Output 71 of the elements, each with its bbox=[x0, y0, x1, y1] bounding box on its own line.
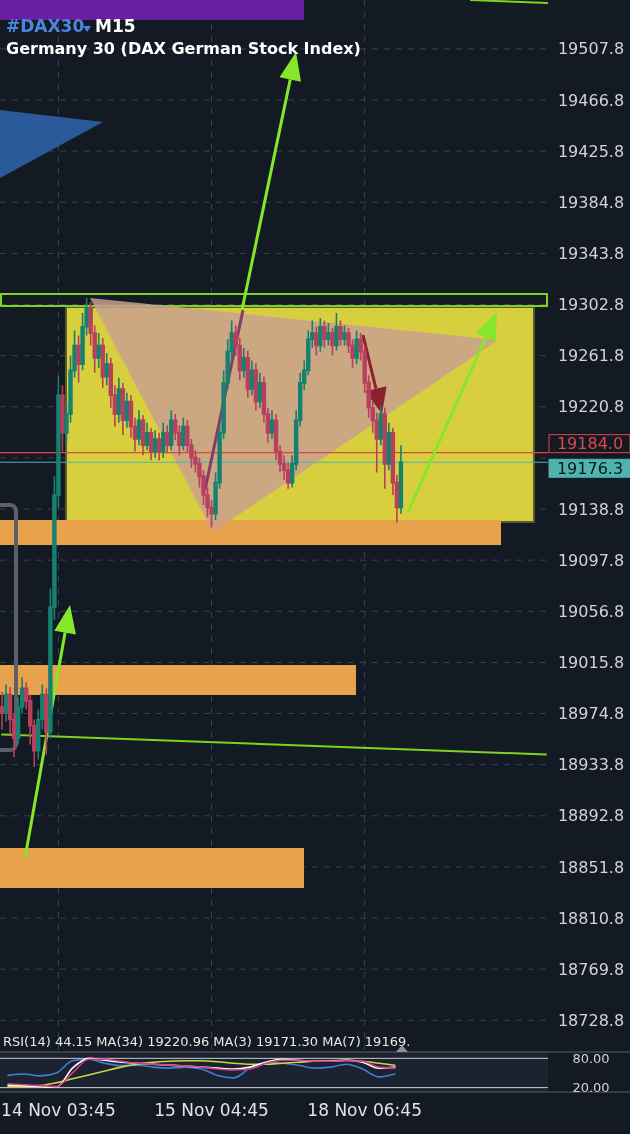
y-tick-label: 18769.8 bbox=[557, 959, 625, 979]
candlestick bbox=[386, 421, 392, 471]
y-tick-label: 19056.8 bbox=[557, 601, 625, 621]
y-tick-label: 18851.8 bbox=[557, 857, 625, 877]
candlestick bbox=[124, 392, 130, 429]
candlestick bbox=[245, 349, 251, 399]
candlestick bbox=[148, 426, 154, 461]
y-tick-label: 19138.8 bbox=[557, 499, 625, 519]
candlestick bbox=[354, 329, 359, 365]
y-tick-label: 19015.8 bbox=[557, 653, 625, 673]
y-tick-label: 19343.8 bbox=[557, 244, 625, 263]
candlestick bbox=[140, 414, 146, 456]
text: Germany 30 (DAX German Stock Index) bbox=[6, 39, 361, 58]
candlestick bbox=[44, 687, 49, 756]
candlestick bbox=[76, 334, 81, 384]
candlestick bbox=[338, 319, 343, 347]
candlestick bbox=[382, 406, 388, 490]
y-tick-label: 20.00 bbox=[572, 1080, 610, 1096]
candlestick bbox=[136, 409, 142, 446]
candlestick bbox=[116, 377, 122, 424]
text: #DAX30 bbox=[6, 16, 85, 36]
annotation: RSI(14) 44.15 MA(34) 19220.96 MA(3) 19171.30 MA(7) 19169. bbox=[3, 1034, 411, 1049]
candlestick bbox=[253, 362, 259, 412]
candlestick bbox=[322, 319, 327, 349]
candlestick bbox=[160, 421, 166, 459]
candlestick bbox=[0, 691, 5, 731]
x-tick-label: 18 Nov 06:45 bbox=[307, 1099, 422, 1120]
x-tick-label: 14 Nov 03:45 bbox=[1, 1099, 116, 1120]
ref-line-label: 19176.3 bbox=[556, 458, 624, 478]
y-tick-label: 18810.8 bbox=[557, 908, 625, 928]
candlestick bbox=[318, 317, 323, 353]
candlestick bbox=[104, 352, 109, 387]
candlestick bbox=[378, 404, 383, 446]
y-tick-label: 18892.8 bbox=[557, 806, 625, 826]
y-tick-label: 18728.8 bbox=[557, 1010, 625, 1030]
candlestick bbox=[120, 382, 126, 437]
x-tick-label: 15 Nov 04:45 bbox=[154, 1099, 269, 1120]
candlestick bbox=[169, 409, 174, 451]
candlestick bbox=[3, 683, 9, 723]
y-tick-label: 80.00 bbox=[572, 1050, 610, 1066]
candlestick bbox=[342, 324, 347, 347]
candlestick bbox=[314, 325, 319, 357]
y-tick-label: 19466.8 bbox=[557, 90, 625, 110]
candlestick bbox=[165, 424, 170, 454]
candlestick bbox=[398, 444, 404, 515]
line-series bbox=[7, 1058, 396, 1079]
candlestick bbox=[156, 431, 162, 461]
candlestick bbox=[257, 372, 263, 409]
candlestick bbox=[241, 347, 246, 379]
y-tick-label: 19302.8 bbox=[557, 295, 625, 315]
candlestick bbox=[334, 312, 339, 352]
y-tick-label: 19261.8 bbox=[557, 346, 625, 366]
annotation: M15 bbox=[95, 16, 136, 36]
ref-line-label: 19184.0 bbox=[556, 434, 624, 454]
candlestick bbox=[326, 322, 331, 347]
y-tick-label: 19507.8 bbox=[557, 39, 625, 59]
candlestick bbox=[249, 359, 255, 397]
candlestick bbox=[144, 421, 150, 451]
y-tick-label: 18974.8 bbox=[557, 704, 625, 724]
candlestick bbox=[152, 429, 158, 459]
candlestick bbox=[96, 332, 101, 369]
candlestick bbox=[330, 327, 335, 357]
y-tick-label: 19425.8 bbox=[557, 141, 625, 161]
candlestick bbox=[269, 409, 275, 440]
y-tick-label: 19384.8 bbox=[557, 192, 625, 212]
candlestick bbox=[100, 337, 105, 389]
candlestick bbox=[181, 416, 186, 451]
y-tick-label: 18933.8 bbox=[557, 755, 625, 775]
candlestick bbox=[60, 384, 65, 453]
y-tick-label: 19097.8 bbox=[557, 550, 625, 570]
y-tick-label: 19220.8 bbox=[557, 397, 625, 417]
